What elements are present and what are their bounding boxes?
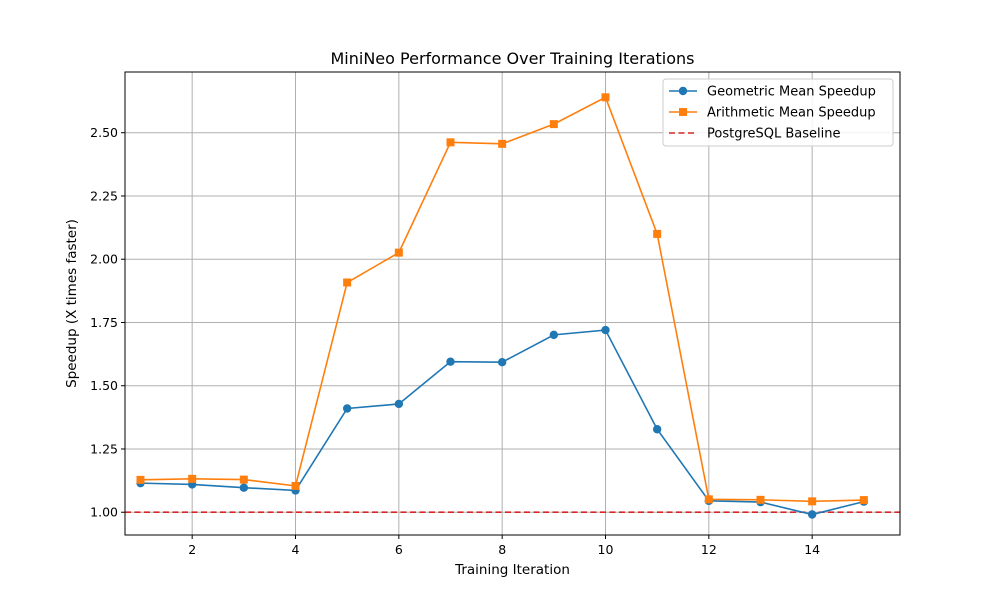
data-point (756, 495, 765, 504)
data-point (652, 425, 662, 434)
data-point (446, 138, 455, 147)
x-tick-label: 10 (598, 542, 614, 557)
data-point (859, 496, 868, 505)
data-point (446, 357, 455, 366)
legend-label: Arithmetic Mean Speedup (707, 106, 876, 121)
data-point (549, 330, 559, 340)
data-point (342, 404, 352, 413)
data-point (136, 475, 145, 484)
data-point (807, 510, 817, 519)
y-tick-label: 1.00 (90, 505, 118, 520)
ticks-layer: 2 4 6 8 10 12 14 1.00 1.25 1.50 1.75 2.00 2.25 2.50 (90, 125, 820, 557)
data-point (291, 481, 300, 490)
x-axis-label: Training Iteration (454, 562, 570, 578)
chart-title: MiniNeo Performance Over Training Iterat… (331, 49, 695, 68)
y-axis-label: Speedup (X times faster) (64, 219, 80, 388)
data-point (653, 229, 662, 238)
y-tick-label: 2.50 (90, 125, 118, 140)
data-point (601, 325, 610, 335)
y-tick-label: 2.00 (90, 252, 118, 267)
legend-box (662, 78, 894, 147)
y-tick-label: 1.50 (90, 378, 118, 393)
data-point (498, 139, 507, 148)
data-point (549, 120, 558, 129)
data-point (394, 399, 404, 409)
x-tick-label: 6 (395, 542, 403, 557)
data-point (394, 248, 403, 257)
data-point (343, 278, 352, 287)
legend-marker (679, 108, 687, 116)
legend-label: Geometric Mean Speedup (707, 85, 876, 100)
data-point (239, 475, 248, 484)
legend-marker (678, 86, 688, 96)
series-2 (136, 93, 868, 506)
data-point (239, 483, 249, 492)
x-tick-label: 4 (292, 542, 300, 557)
data-point (497, 357, 507, 367)
data-point (808, 497, 817, 506)
plot-frame (124, 71, 901, 536)
y-tick-label: 1.75 (90, 315, 118, 330)
x-tick-label: 2 (188, 542, 196, 557)
y-tick-label: 1.25 (90, 441, 118, 456)
legend: Geometric Mean Speedup Arithmetic Mean Sp… (662, 78, 894, 147)
series-layer (136, 93, 869, 519)
x-tick-label: 14 (804, 542, 820, 557)
data-point (188, 474, 197, 483)
data-point (704, 495, 713, 504)
x-tick-label: 8 (498, 542, 506, 557)
x-tick-label: 12 (701, 542, 717, 557)
y-tick-label: 2.25 (90, 188, 118, 203)
data-point (601, 93, 610, 102)
legend-label: PostgreSQL Baseline (707, 127, 841, 142)
